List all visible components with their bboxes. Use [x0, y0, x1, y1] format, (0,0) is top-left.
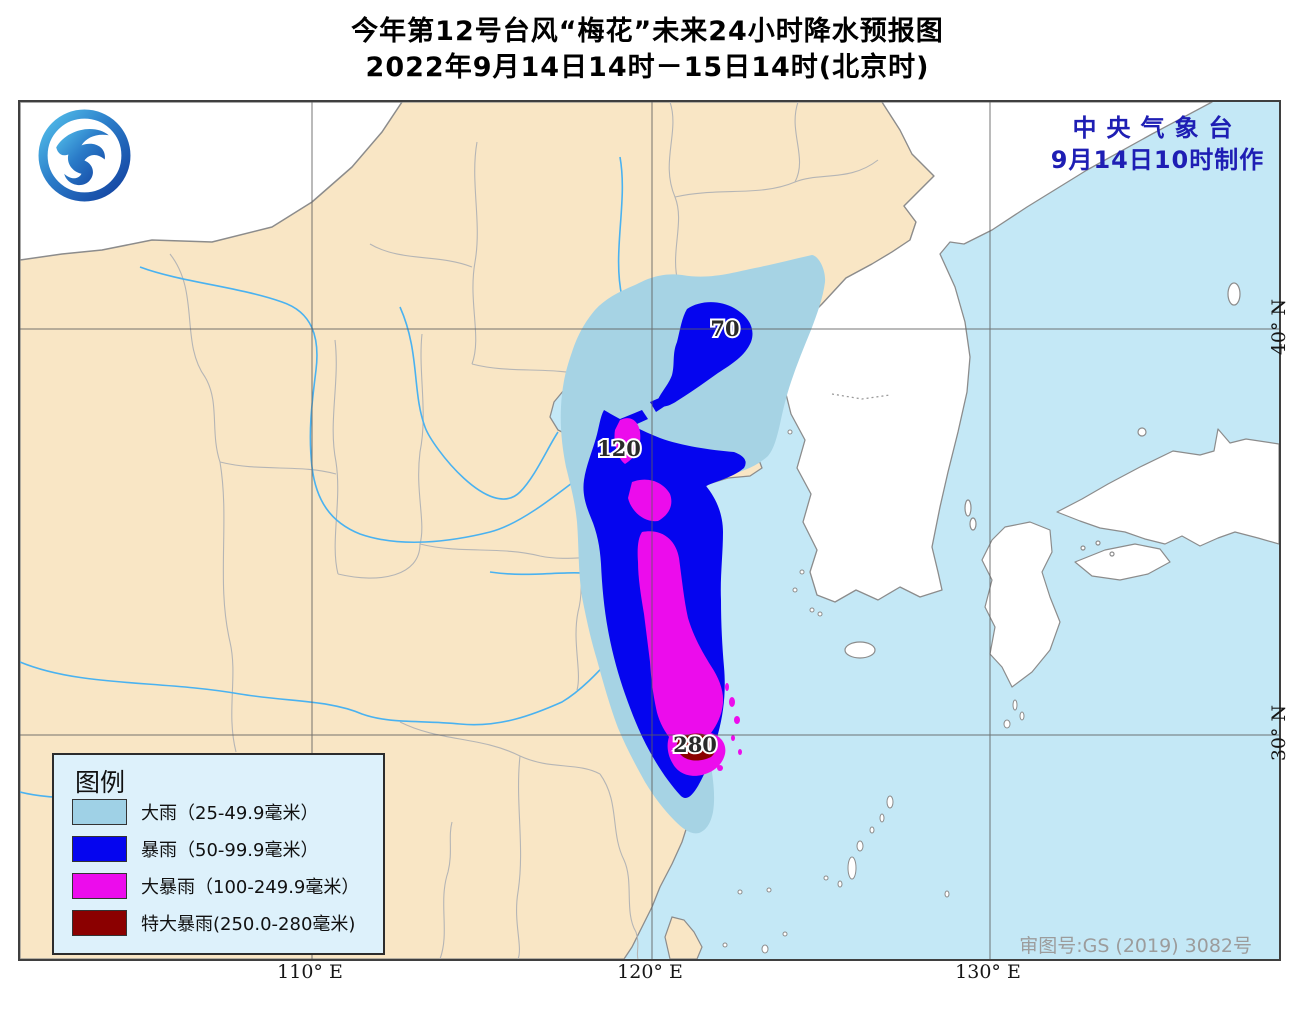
- legend-box: 图例 大雨（25-49.9毫米） 暴雨（50-99.9毫米） 大暴雨（100-2…: [52, 753, 385, 955]
- lon-label-130e: 130° E: [955, 961, 1021, 983]
- agency-block: 中央气象台 9月14日10时制作: [1035, 112, 1280, 176]
- legend-swatch-heavy: [72, 799, 127, 825]
- lat-label-30n: 30° N: [1268, 704, 1290, 762]
- storm-blob-liaodong: [657, 302, 753, 407]
- cma-logo-icon: [38, 109, 131, 202]
- jeju-island: [844, 641, 876, 659]
- dmz-line: [831, 393, 891, 400]
- legend-swatch-storm: [72, 836, 127, 862]
- mongolia-region: [20, 102, 403, 261]
- small-islands: [722, 429, 1025, 954]
- legend-label-extreme: 特大暴雨(250.0-280毫米): [141, 914, 356, 935]
- hai-river: [399, 306, 559, 500]
- agency-name: 中央气象台: [1072, 114, 1243, 142]
- legend-label-storm: 暴雨（50-99.9毫米）: [141, 840, 319, 861]
- russia-korea-region: [769, 102, 1213, 603]
- japan-islands: [844, 282, 1279, 688]
- lon-label-110e: 110° E: [277, 961, 343, 983]
- legend-row-severe: 大暴雨（100-249.9毫米）: [72, 873, 359, 899]
- lat-label-40n: 40° N: [1268, 298, 1290, 356]
- legend-swatch-extreme: [72, 910, 127, 936]
- contour-label-70: 70: [710, 316, 739, 341]
- agency-issued: 9月14日10时制作: [1050, 146, 1265, 174]
- honshu: [1056, 428, 1279, 547]
- legend-row-heavy: 大雨（25-49.9毫米）: [72, 799, 318, 825]
- contour-label-280: 280: [673, 732, 717, 757]
- title-block: 今年第12号台风“梅花”未来24小时降水预报图 2022年9月14日14时－15…: [0, 14, 1295, 86]
- legend-title: 图例: [75, 768, 126, 797]
- legend-label-heavy: 大雨（25-49.9毫米）: [141, 803, 319, 824]
- legend-swatch-severe: [72, 873, 127, 899]
- legend-label-severe: 大暴雨（100-249.9毫米）: [141, 877, 360, 898]
- taiwan-island: [664, 916, 703, 959]
- contour-label-120: 120: [597, 436, 641, 461]
- severe-band-jiangsu: [637, 531, 726, 776]
- map-approval-number: 审图号:GS (2019) 3082号: [1019, 935, 1252, 957]
- page-subtitle: 2022年9月14日14时－15日14时(北京时): [365, 52, 930, 83]
- legend-row-extreme: 特大暴雨(250.0-280毫米): [72, 910, 355, 936]
- shikoku: [1074, 543, 1171, 581]
- rain-area-extreme: [676, 733, 717, 761]
- rain-area-severe: [614, 418, 742, 776]
- kyushu: [981, 521, 1061, 688]
- sado-island: [1227, 282, 1241, 306]
- page-title: 今年第12号台风“梅花”未来24小时降水预报图: [351, 16, 944, 47]
- legend-row-storm: 暴雨（50-99.9毫米）: [72, 836, 318, 862]
- cma-logo: [36, 107, 133, 204]
- lon-label-120e: 120° E: [617, 961, 683, 983]
